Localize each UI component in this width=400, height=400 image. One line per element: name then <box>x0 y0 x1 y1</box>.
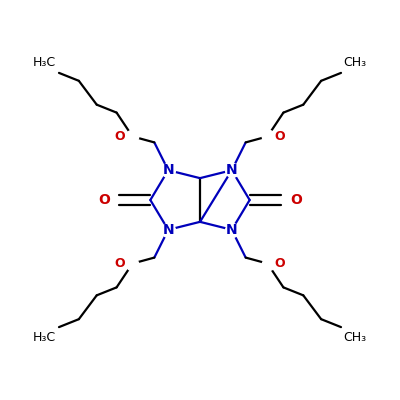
Text: O: O <box>290 193 302 207</box>
Text: O: O <box>115 257 125 270</box>
Text: CH₃: CH₃ <box>344 330 367 344</box>
Text: N: N <box>162 163 174 177</box>
Text: N: N <box>226 163 238 177</box>
Text: O: O <box>115 130 125 143</box>
Text: N: N <box>162 223 174 237</box>
Text: H₃C: H₃C <box>33 330 56 344</box>
Text: O: O <box>275 130 285 143</box>
Text: O: O <box>98 193 110 207</box>
Text: H₃C: H₃C <box>33 56 56 70</box>
Text: O: O <box>275 257 285 270</box>
Text: N: N <box>226 223 238 237</box>
Text: CH₃: CH₃ <box>344 56 367 70</box>
